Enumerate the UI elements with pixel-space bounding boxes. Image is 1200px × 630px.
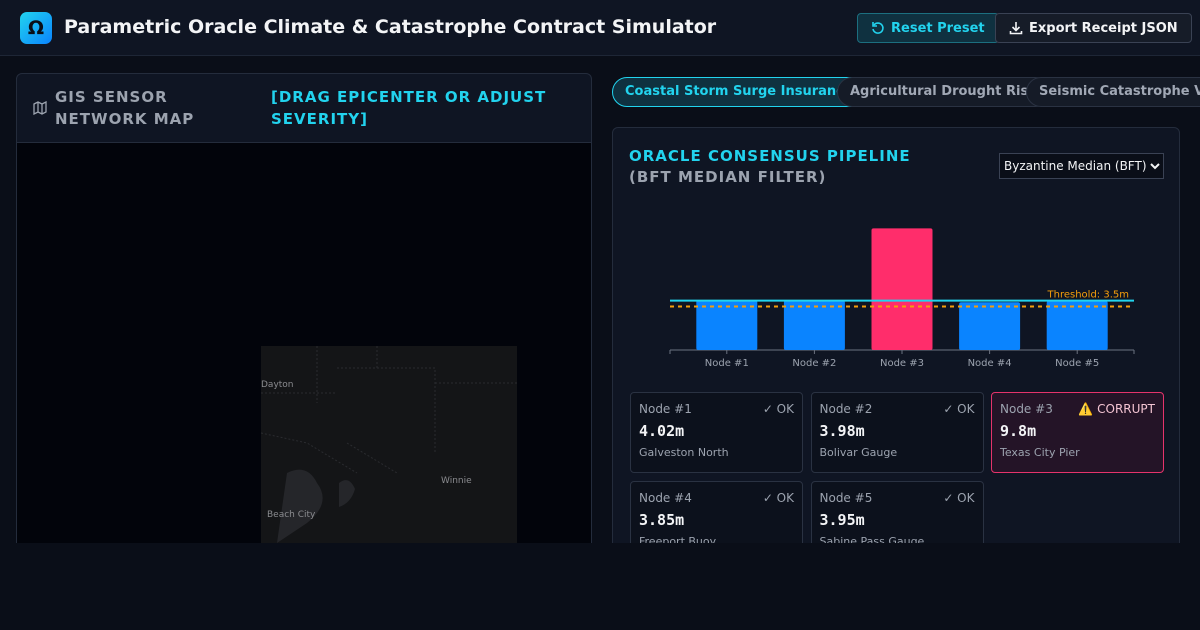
threshold-label: Threshold: 3.5m [1047,290,1129,301]
node-location: Bolivar Gauge [819,446,898,459]
bar [1046,300,1108,350]
node-card: Node #2 ✓ OK 3.98m Bolivar Gauge [810,392,984,473]
x-tick-label: Node #4 [968,358,1012,369]
node-name: Node #4 [639,491,692,505]
x-tick-label: Node #2 [792,358,836,369]
logo: Ω [20,12,52,44]
filter-select[interactable]: Byzantine Median (BFT) [999,153,1164,179]
node-card: Node #1 ✓ OK 4.02m Galveston North [630,392,803,473]
tab[interactable]: Coastal Storm Surge Insurance [612,77,866,107]
node-location: Galveston North [639,446,729,459]
export-button[interactable]: Export Receipt JSON [995,13,1192,43]
app: Ω Parametric Oracle Climate & Catastroph… [0,0,1200,543]
node-value: 4.02m [639,422,685,440]
map-place: Winnie [441,476,472,486]
node-status: ⚠️ CORRUPT [1078,402,1155,416]
header: Ω Parametric Oracle Climate & Catastroph… [0,0,1200,56]
node-card: Node #4 ✓ OK 3.85m Freeport Buoy [630,481,803,543]
node-value: 9.8m [1000,422,1037,440]
button-label: Reset Preset [891,20,985,36]
chart: Node #1 Node #2 Node #3 Node #4 Node #5 Thres… [669,228,1135,369]
map[interactable]: Dayton Winnie Beach City [17,143,591,543]
map-hint: [DRAG EPICENTER OR ADJUST SEVERITY] [271,88,547,128]
node-card: Node #5 ✓ OK 3.95m Sabine Pass Gauge [810,481,984,543]
oracle-title: ORACLE CONSENSUS PIPELINE [629,147,911,165]
node-location: Freeport Buoy [639,535,717,543]
tab[interactable]: Agricultural Drought Risk [837,77,1050,107]
node-name: Node #3 [1000,402,1053,416]
bar [871,228,933,350]
node-status: ✓ OK [762,402,794,416]
map-header: GIS SENSOR NETWORK MAP [DRAG EPICENTER O… [17,74,591,143]
x-tick-label: Node #1 [705,358,749,369]
download-icon [1009,22,1023,35]
bar [783,300,845,350]
map-place: Dayton [261,380,294,390]
button-label: Export Receipt JSON [1029,20,1178,36]
map-water [277,469,355,543]
node-name: Node #5 [819,491,873,505]
x-tick-label: Node #5 [1055,358,1099,369]
node-location: Texas City Pier [1000,446,1080,459]
node-name: Node #1 [639,402,692,416]
oracle-subtitle: (BFT MEDIAN FILTER) [629,168,827,186]
map-panel: GIS SENSOR NETWORK MAP [DRAG EPICENTER O… [16,73,592,543]
map-roads [260,346,517,474]
oracle-panel: ORACLE CONSENSUS PIPELINE (BFT MEDIAN FI… [612,127,1180,543]
map-canvas: Dayton Winnie Beach City [260,346,517,543]
node-status: ✓ OK [762,491,794,505]
node-value: 3.95m [819,511,865,529]
reset-icon [872,22,884,34]
node-value: 3.98m [819,422,865,440]
x-tick-label: Node #3 [880,358,924,369]
map-title: GIS SENSOR NETWORK MAP [55,88,195,128]
node-card: Node #3 ⚠️ CORRUPT 9.8m Texas City Pier [991,392,1164,473]
bar [959,302,1021,350]
oracle-heading: ORACLE CONSENSUS PIPELINE (BFT MEDIAN FI… [629,146,959,188]
reset-button[interactable]: Reset Preset [857,13,999,43]
node-status: ✓ OK [943,402,975,416]
node-status: ✓ OK [943,491,975,505]
map-place: Beach City [267,510,316,520]
node-value: 3.85m [639,511,685,529]
app-title: Parametric Oracle Climate & Catastrophe … [64,16,717,38]
tab[interactable]: Seismic Catastrophe Va [1026,77,1200,107]
bar [696,300,758,350]
map-icon [33,101,47,115]
node-location: Sabine Pass Gauge [819,535,925,543]
node-name: Node #2 [819,402,873,416]
